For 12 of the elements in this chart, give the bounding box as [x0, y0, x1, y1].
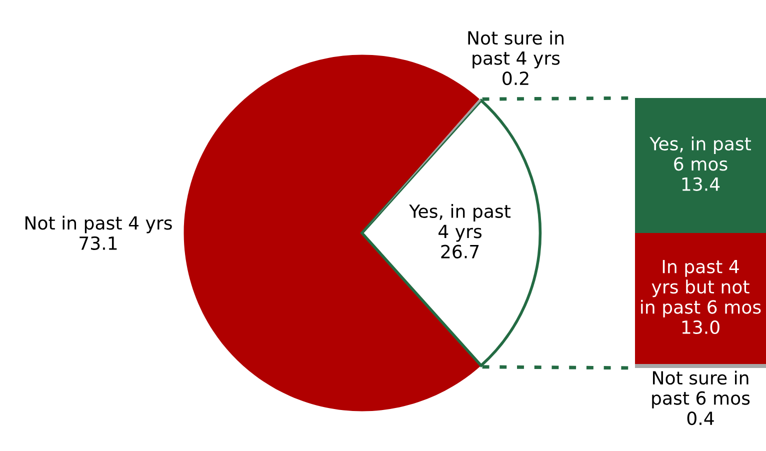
data-label: 0.4 — [687, 411, 714, 426]
data-label: 26.7 — [441, 244, 479, 258]
data-label: 13.4 — [682, 177, 720, 191]
data-label: 0.2 — [502, 71, 528, 86]
data-label: 73.1 — [80, 236, 117, 250]
series-label: Not sure in past 6 mos — [652, 370, 750, 408]
series-label: Yes, in past 6 mos — [650, 136, 751, 171]
slice-label: Not sure in past 4 yrs — [468, 30, 564, 68]
series-label: In past 4 yrs but not in past 6 mos — [641, 260, 761, 318]
slice-label: Yes, in past 4 yrs — [409, 204, 511, 242]
slice-label: Not in past 4 yrs — [25, 216, 172, 234]
data-label: 13.0 — [682, 320, 720, 334]
